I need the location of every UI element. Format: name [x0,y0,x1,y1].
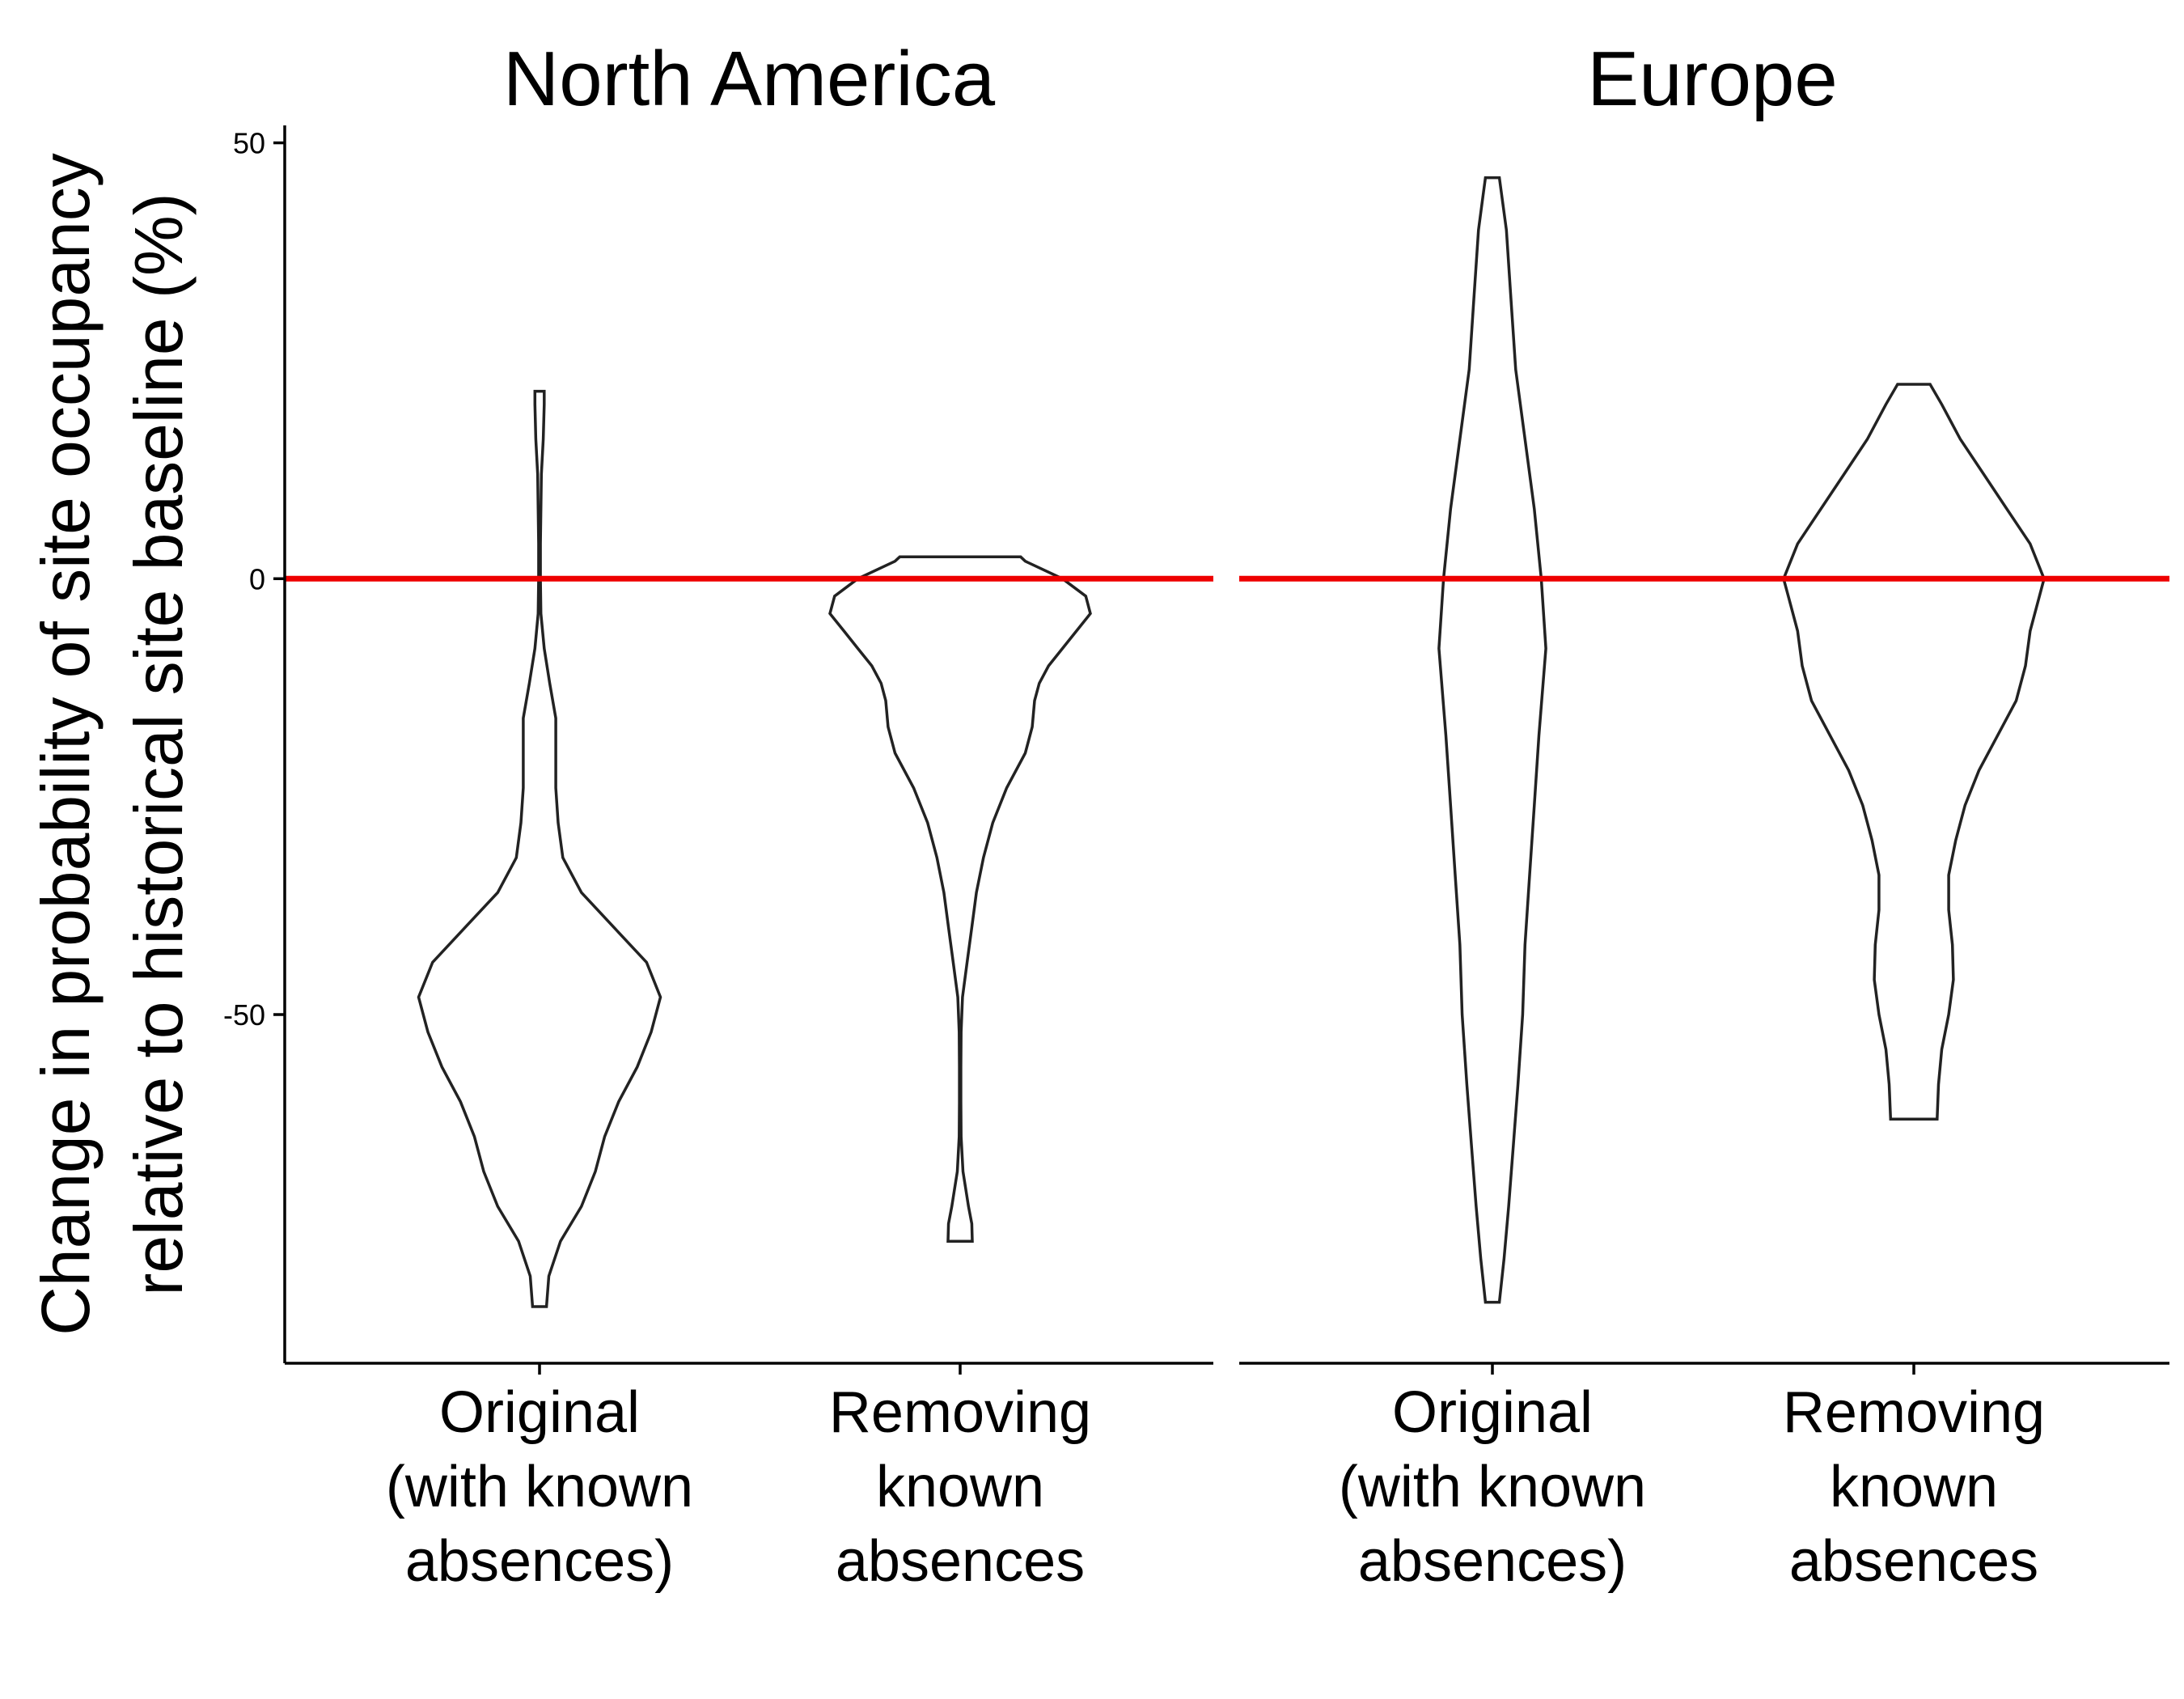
x-tick-label-line: known [876,1455,1044,1519]
y-axis-label: Change in probability of site occupancy r… [28,153,197,1336]
x-tick-label-line: absences) [1358,1529,1627,1594]
violin-2 [1782,383,2046,1121]
x-tick-label-line: known [1830,1455,1998,1519]
violin-1 [1437,176,1547,1304]
panel-1: North America Original (with known absences… [223,36,1213,1594]
x-tick-label: Removing known absences [1783,1380,2045,1594]
panel-title: North America [503,36,996,122]
y-tick-label: 50 [233,127,265,160]
panels: North America Original (with known absences… [223,36,2169,1594]
violin-1 [417,389,662,1308]
x-tick-label-line: Original [439,1380,640,1445]
x-tick-label-line: Removing [1783,1380,2045,1445]
x-tick-label-line: Original [1392,1380,1593,1445]
x-tick-label-line: absences) [405,1529,674,1594]
x-tick-label-line: absences [1789,1529,2038,1594]
panel-2: Europe Original (with known absences) Removi… [1239,36,2169,1594]
panel-title: Europe [1587,36,1838,122]
y-axis-label-line-2: relative to historical site baseline (%) [121,193,197,1295]
x-tick-label-line: (with known [386,1455,693,1519]
violin-2 [828,555,1092,1243]
x-tick-label: Original (with known absences) [386,1380,693,1594]
x-tick-label-line: Removing [829,1380,1091,1445]
x-tick-label: Removing known absences [829,1380,1091,1594]
y-axis-label-line-1: Change in probability of site occupancy [28,153,104,1336]
y-tick-label: -50 [223,998,265,1032]
x-tick-label-line: absences [836,1529,1085,1594]
x-tick-label-line: (with known [1339,1455,1646,1519]
y-tick-label: 0 [249,562,265,595]
x-tick-label: Original (with known absences) [1339,1380,1646,1594]
